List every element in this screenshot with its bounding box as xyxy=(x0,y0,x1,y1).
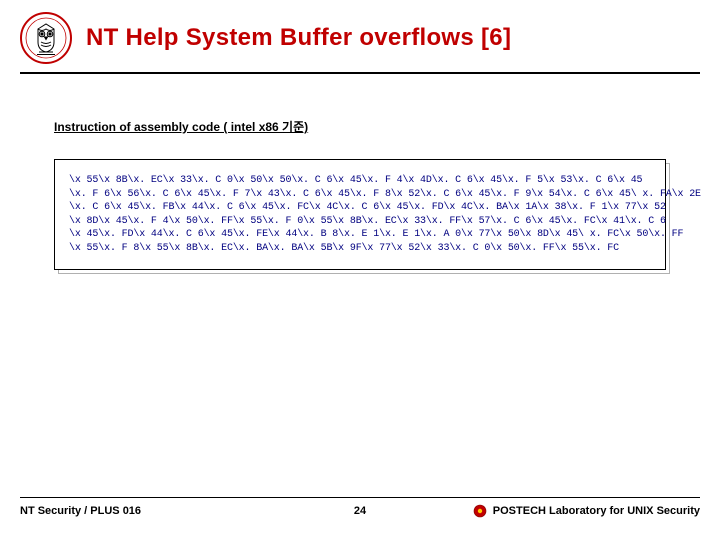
code-box: \x 55\x 8B\x. EC\x 33\x. C 0\x 50\x 50\x… xyxy=(54,159,666,270)
section-label: Instruction of assembly code ( intel x86… xyxy=(54,118,720,135)
code-line: \x 55\x 8B\x. EC\x 33\x. C 0\x 50\x 50\x… xyxy=(69,174,651,188)
header-rule xyxy=(20,72,700,74)
code-line: \x 8D\x 45\x. F 4\x 50\x. FF\x 55\x. F 0… xyxy=(69,215,651,229)
slide-footer: NT Security / PLUS 016 24 POSTECH Labora… xyxy=(20,497,700,518)
footer-badge-icon xyxy=(473,504,487,518)
code-line: \x 45\x. FD\x 44\x. C 6\x 45\x. FE\x 44\… xyxy=(69,228,651,242)
code-box-inner: \x 55\x 8B\x. EC\x 33\x. C 0\x 50\x 50\x… xyxy=(54,159,666,270)
code-line: \x. F 6\x 56\x. C 6\x 45\x. F 7\x 43\x. … xyxy=(69,188,651,202)
owl-seal-logo xyxy=(20,12,72,64)
footer-left: NT Security / PLUS 016 xyxy=(20,505,342,517)
footer-right: POSTECH Laboratory for UNIX Security xyxy=(378,504,700,518)
code-line: \x 55\x. F 8\x 55\x 8B\x. EC\x. BA\x. BA… xyxy=(69,242,651,256)
code-line: \x. C 6\x 45\x. FB\x 44\x. C 6\x 45\x. F… xyxy=(69,201,651,215)
slide-header: NT Help System Buffer overflows [6] xyxy=(0,0,720,72)
footer-page-number: 24 xyxy=(342,505,378,517)
footer-right-text: POSTECH Laboratory for UNIX Security xyxy=(493,505,700,517)
footer-row: NT Security / PLUS 016 24 POSTECH Labora… xyxy=(20,504,700,518)
slide-title: NT Help System Buffer overflows [6] xyxy=(86,24,511,52)
footer-rule xyxy=(20,497,700,498)
